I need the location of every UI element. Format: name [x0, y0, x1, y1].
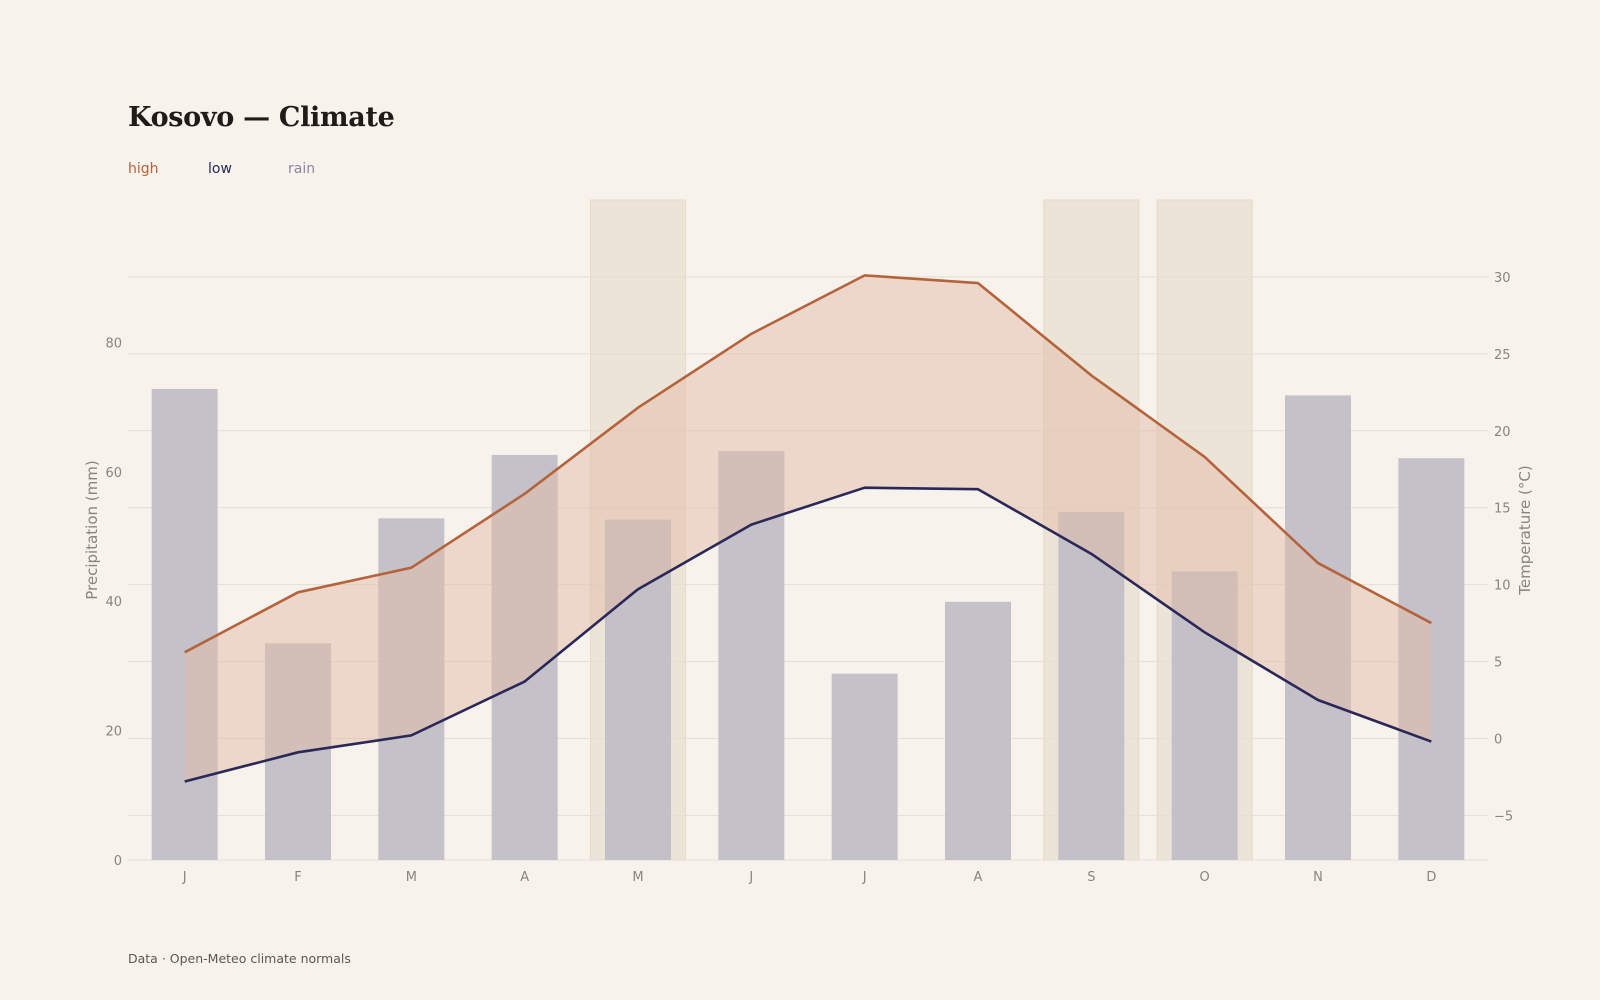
legend: high low rain	[128, 161, 368, 177]
y-left-tick-label: 20	[105, 725, 122, 740]
y-right-tick-label: 20	[1494, 425, 1511, 440]
y-right-axis-title: Temperature (°C)	[1516, 465, 1534, 595]
x-tick-label: J	[862, 870, 867, 885]
y-left-tick-label: 0	[114, 854, 122, 869]
y-right-tick-label: 10	[1494, 579, 1511, 594]
x-tick-label: A	[974, 870, 983, 885]
source-note: Data · Open-Meteo climate normals	[128, 951, 351, 966]
x-tick-label: S	[1087, 870, 1095, 885]
x-tick-label: D	[1426, 870, 1436, 885]
y-right-tick-label: 5	[1494, 656, 1502, 671]
rain-bar	[831, 673, 898, 860]
chart-title: Kosovo — Climate	[128, 102, 395, 133]
x-tick-label: O	[1200, 870, 1210, 885]
legend-item-rain: rain	[288, 161, 316, 177]
y-left-tick-label: 40	[105, 595, 122, 610]
x-tick-label: M	[406, 870, 417, 885]
x-tick-label: N	[1313, 870, 1323, 885]
y-left-tick-label: 60	[105, 466, 122, 481]
high-line	[184, 274, 1432, 654]
y-right-tick-label: −5	[1494, 809, 1513, 824]
y-right-tick-label: 25	[1494, 348, 1511, 363]
y-right-tick-label: 30	[1494, 271, 1511, 286]
rain-bar	[945, 601, 1011, 860]
y-right-tick-label: 0	[1494, 732, 1502, 747]
x-tick-label: J	[748, 870, 753, 885]
x-tick-label: M	[632, 870, 643, 885]
x-tick-label: F	[294, 870, 301, 885]
legend-item-low: low	[208, 161, 232, 177]
y-right-tick-label: 15	[1494, 502, 1511, 517]
x-tick-label: A	[520, 870, 529, 885]
x-tick-label: J	[182, 870, 187, 885]
legend-item-high: high	[128, 161, 159, 177]
low-line	[184, 486, 1432, 783]
rain-bar	[151, 388, 218, 860]
y-left-axis-title: Precipitation (mm)	[83, 460, 101, 599]
y-left-tick-label: 80	[105, 336, 122, 351]
temperature-band	[184, 275, 1432, 782]
